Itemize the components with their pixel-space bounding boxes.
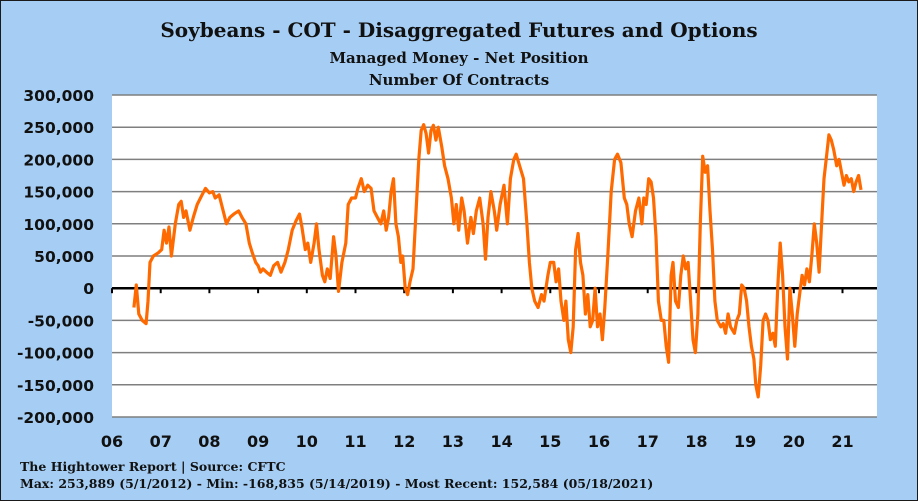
x-tick-label: 19	[734, 432, 756, 451]
y-tick-label: 250,000	[23, 119, 94, 137]
series-line	[132, 123, 863, 399]
y-tick-label: 200,000	[23, 151, 94, 169]
y-tick-label: -150,000	[17, 377, 94, 395]
x-tick-label: 09	[247, 432, 269, 451]
x-tick-label: 06	[101, 432, 123, 451]
x-tick-label: 21	[831, 432, 853, 451]
x-tick-label: 16	[588, 432, 610, 451]
x-tick-label: 18	[685, 432, 707, 451]
y-tick-label: 0	[83, 280, 94, 298]
chart-subtitle: Managed Money - Net Position	[329, 49, 589, 67]
x-tick-label: 08	[198, 432, 220, 451]
x-tick-label: 20	[783, 432, 805, 451]
x-tick-label: 14	[490, 432, 512, 451]
x-tick-label: 07	[150, 432, 172, 451]
y-tick-label: 150,000	[23, 184, 94, 202]
y-tick-label: -200,000	[17, 409, 94, 427]
chart-subtitle-units: Number Of Contracts	[368, 71, 550, 89]
y-tick-label: 50,000	[34, 248, 94, 266]
y-tick-label: 300,000	[23, 87, 94, 105]
x-tick-label: 15	[539, 432, 561, 451]
y-tick-label: -50,000	[28, 312, 94, 330]
x-tick-label: 13	[442, 432, 464, 451]
footer-source: The Hightower Report | Source: CFTC	[20, 459, 286, 474]
y-tick-label: -100,000	[17, 345, 94, 363]
footer-stats: Max: 253,889 (5/1/2012) - Min: -168,835 …	[20, 476, 654, 491]
chart-title: Soybeans - COT - Disaggregated Futures a…	[160, 18, 758, 42]
x-tick-label: 10	[296, 432, 318, 451]
x-tick-label: 11	[344, 432, 366, 451]
y-tick-label: 100,000	[23, 216, 94, 234]
x-tick-label: 17	[637, 432, 659, 451]
x-tick-label: 12	[393, 432, 415, 451]
